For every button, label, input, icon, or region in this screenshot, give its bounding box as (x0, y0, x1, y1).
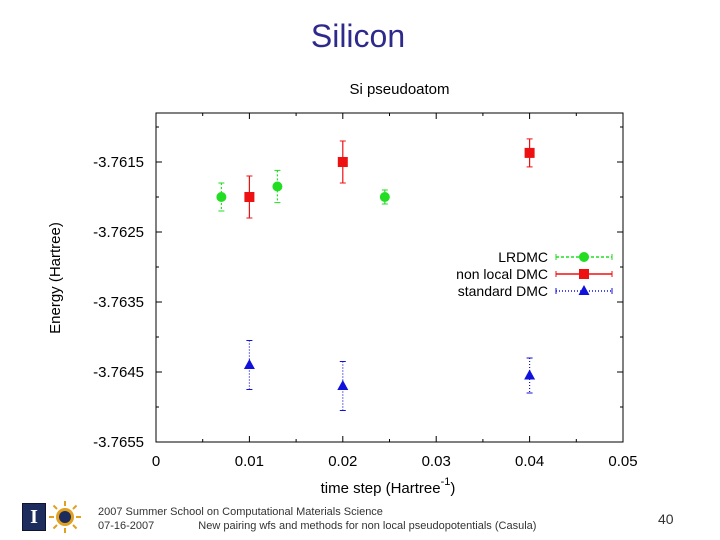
x-tick-label: 0.04 (515, 453, 544, 470)
y-tick-label: -3.7655 (93, 434, 144, 451)
data-point-lrdmc (216, 192, 227, 202)
slide-number: 40 (658, 511, 674, 527)
y-tick-label: -3.7645 (93, 364, 144, 381)
data-point-standard-dmc (578, 285, 590, 295)
slide-title: Silicon (310, 18, 406, 54)
data-point-lrdmc (379, 192, 390, 202)
x-tick-label: 0.01 (235, 453, 264, 470)
data-point-lrdmc (272, 181, 283, 192)
x-tick-label: 0.05 (608, 453, 637, 470)
data-point-non-local-dmc (579, 269, 589, 279)
data-point-standard-dmc (337, 380, 349, 390)
data-point-standard-dmc (243, 359, 255, 369)
data-point-standard-dmc (524, 369, 536, 380)
chart-title: Si pseudoatom (349, 81, 449, 98)
y-axis-label: Energy (Hartree) (47, 222, 64, 334)
x-tick-label: 0.03 (422, 453, 451, 470)
y-tick-label: -3.7625 (93, 224, 144, 241)
x-tick-label: 0 (152, 453, 160, 470)
data-point-non-local-dmc (337, 157, 348, 167)
illinois-logo-icon: I (22, 503, 46, 531)
footer-talk-title: New pairing wfs and methods for non loca… (198, 520, 537, 532)
data-point-lrdmc (579, 252, 589, 262)
x-axis-label: time step (Hartree-1) (321, 476, 456, 497)
plot-frame (155, 112, 624, 443)
data-point-non-local-dmc (524, 147, 535, 158)
footer-date: 07-16-2007 (98, 520, 155, 532)
x-tick-label: 0.02 (328, 453, 357, 470)
legend-label: non local DMC (456, 266, 548, 282)
data-point-non-local-dmc (244, 192, 255, 202)
sun-logo-icon (49, 501, 81, 533)
legend-label: LRDMC (498, 249, 548, 265)
footer: 2007 Summer School on Computational Mate… (98, 505, 536, 533)
footer-school: 2007 Summer School on Computational Mate… (98, 506, 383, 518)
y-tick-label: -3.7635 (93, 294, 144, 311)
legend-label: standard DMC (458, 283, 548, 299)
y-tick-label: -3.7615 (93, 154, 144, 171)
